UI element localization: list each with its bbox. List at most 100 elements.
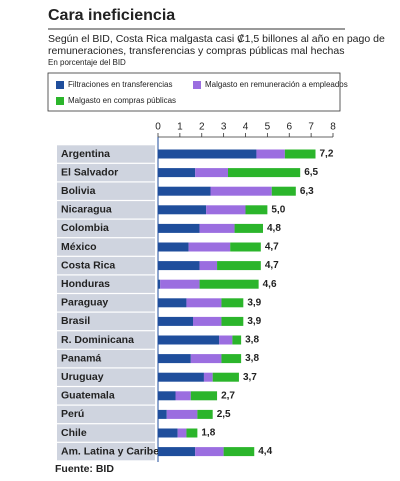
total-label: 3,9 <box>247 316 261 327</box>
bar-segment <box>160 279 200 289</box>
category-band <box>57 182 155 200</box>
legend-swatch <box>193 81 201 89</box>
bar-segment <box>206 205 246 215</box>
bar-segment <box>245 205 268 215</box>
bar-segment <box>158 354 191 364</box>
x-tick-label: 0 <box>155 122 161 133</box>
legend-swatch <box>56 97 64 105</box>
bar-segment <box>158 205 207 215</box>
bar-segment <box>212 372 239 382</box>
subtitle: remuneraciones, transferencias y compras… <box>48 45 344 57</box>
bar-segment <box>195 447 224 457</box>
total-label: 2,7 <box>221 390 235 401</box>
total-label: 4,4 <box>258 446 272 457</box>
bar-segment <box>158 391 176 401</box>
bar-segment <box>234 223 263 233</box>
bar-segment <box>158 428 178 438</box>
bar-segment <box>230 242 261 252</box>
y-tick-label: Bolivia <box>61 185 96 197</box>
bar-segment <box>199 279 259 289</box>
total-label: 4,6 <box>263 279 277 290</box>
total-label: 1,8 <box>201 428 215 439</box>
bar-segment <box>158 223 200 233</box>
subtitle: Según el BID, Costa Rica malgasta casi ₡… <box>48 33 385 45</box>
bar-segment <box>271 186 296 196</box>
total-label: 4,7 <box>265 242 279 253</box>
bar-segment <box>195 168 228 178</box>
legend-label: Malgasto en remuneración a empleados <box>205 80 348 89</box>
total-label: 2,5 <box>217 409 231 420</box>
y-tick-label: Uruguay <box>61 371 104 383</box>
category-band <box>57 405 155 424</box>
total-label: 4,8 <box>267 223 281 234</box>
category-band <box>57 238 155 256</box>
note: En porcentaje del BID <box>48 58 126 67</box>
bar-segment <box>158 447 196 457</box>
x-tick-label: 6 <box>286 122 292 133</box>
legend-swatch <box>56 81 64 89</box>
bar-segment <box>158 186 211 196</box>
bar-segment <box>188 242 231 252</box>
bar-segment <box>158 168 196 178</box>
x-tick-label: 4 <box>243 122 249 133</box>
bar-segment <box>203 372 213 382</box>
category-band <box>57 201 155 219</box>
bar-segment <box>197 409 213 419</box>
bar-segment <box>217 261 261 271</box>
total-label: 3,7 <box>243 372 257 383</box>
bar-segment <box>221 298 244 308</box>
bar-segment <box>284 149 316 159</box>
y-tick-label: Brasil <box>61 315 90 327</box>
category-band <box>57 331 155 349</box>
x-tick-label: 1 <box>177 122 183 133</box>
x-tick-label: 2 <box>199 122 205 133</box>
y-tick-label: Costa Rica <box>61 259 115 271</box>
category-band <box>57 294 155 312</box>
bar-segment <box>158 298 187 308</box>
category-band <box>57 387 155 405</box>
category-band <box>57 368 155 386</box>
bar-segment <box>158 261 200 271</box>
category-band <box>57 219 155 238</box>
bar-segment <box>175 391 191 401</box>
legend-label: Malgasto en compras públicas <box>68 96 176 105</box>
y-tick-label: Chile <box>61 427 87 439</box>
y-tick-label: Paraguay <box>61 297 108 309</box>
bar-segment <box>158 372 204 382</box>
category-band <box>57 256 155 275</box>
y-tick-label: El Salvador <box>61 166 118 178</box>
bar-segment <box>221 316 244 326</box>
category-band <box>57 442 155 461</box>
y-tick-label: Honduras <box>61 278 110 290</box>
chart-title: Cara ineficiencia <box>48 7 175 24</box>
bar-segment <box>158 149 257 159</box>
y-tick-label: Panamá <box>61 352 101 364</box>
bar-segment <box>186 428 198 438</box>
bar-segment <box>158 316 193 326</box>
bar-segment <box>166 409 198 419</box>
bar-segment <box>228 168 301 178</box>
bar-segment <box>190 391 218 401</box>
bar-segment <box>232 335 242 345</box>
y-tick-label: R. Dominicana <box>61 334 134 346</box>
y-tick-label: Nicaragua <box>61 204 112 216</box>
total-label: 6,5 <box>304 167 318 178</box>
bar-segment <box>158 409 167 419</box>
total-label: 7,2 <box>320 149 334 160</box>
source: Fuente: BID <box>55 463 114 475</box>
bar-segment <box>221 354 242 364</box>
total-label: 4,7 <box>265 260 279 271</box>
category-band <box>57 163 155 182</box>
bar-segment <box>186 298 222 308</box>
y-tick-label: Colombia <box>61 222 109 234</box>
category-band <box>57 275 155 293</box>
total-label: 3,9 <box>247 297 261 308</box>
bar-segment <box>158 279 161 289</box>
y-tick-label: Perú <box>61 408 84 420</box>
bar-segment <box>193 316 222 326</box>
bar-segment <box>158 335 220 345</box>
y-tick-label: Guatemala <box>61 390 115 402</box>
y-tick-label: Argentina <box>61 148 110 160</box>
bar-segment <box>223 447 255 457</box>
bar-segment <box>190 354 222 364</box>
